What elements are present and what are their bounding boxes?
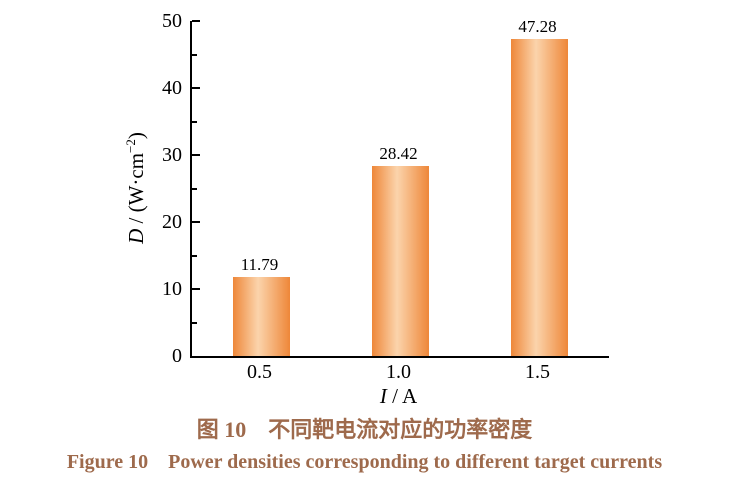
- x-tick-label: 1.5: [525, 361, 550, 383]
- y-tick-label: 40: [162, 77, 182, 99]
- plot-area: [190, 20, 609, 358]
- bar-value-label: 11.79: [240, 255, 279, 274]
- y-minor-tick: [192, 120, 197, 123]
- y-major-tick: [192, 87, 200, 89]
- bar-value-label: 28.42: [379, 143, 418, 163]
- caption-chinese: 图 10 不同靶电流对应的功率密度: [196, 417, 533, 442]
- y-major-tick: [192, 221, 200, 223]
- y-minor-tick: [192, 321, 197, 324]
- bar: [511, 39, 568, 356]
- y-tick-label: 10: [162, 278, 182, 300]
- y-major-tick: [192, 288, 200, 290]
- x-tick-label: 1.0: [386, 361, 411, 383]
- y-major-tick: [192, 154, 200, 156]
- y-minor-tick: [192, 254, 197, 257]
- y-tick-label: 0: [172, 345, 182, 367]
- bar-value-label: 47.28: [518, 17, 557, 37]
- bar: [372, 165, 429, 356]
- x-axis-unit-text: / A: [386, 384, 418, 408]
- x-axis-variable: I: [379, 384, 387, 408]
- y-tick-label: 30: [162, 144, 182, 166]
- x-axis-title: I / A: [190, 384, 607, 408]
- y-major-tick: [192, 20, 200, 22]
- y-minor-tick: [192, 53, 197, 56]
- y-minor-tick: [192, 187, 197, 190]
- y-tick-label: 50: [162, 10, 182, 32]
- x-tick-label: 0.5: [247, 361, 272, 383]
- caption-english: Figure 10 Power densities corresponding …: [66, 451, 663, 473]
- y-axis-unit-close: ): [123, 132, 148, 140]
- y-tick-label: 20: [162, 211, 182, 233]
- bar: [233, 277, 290, 356]
